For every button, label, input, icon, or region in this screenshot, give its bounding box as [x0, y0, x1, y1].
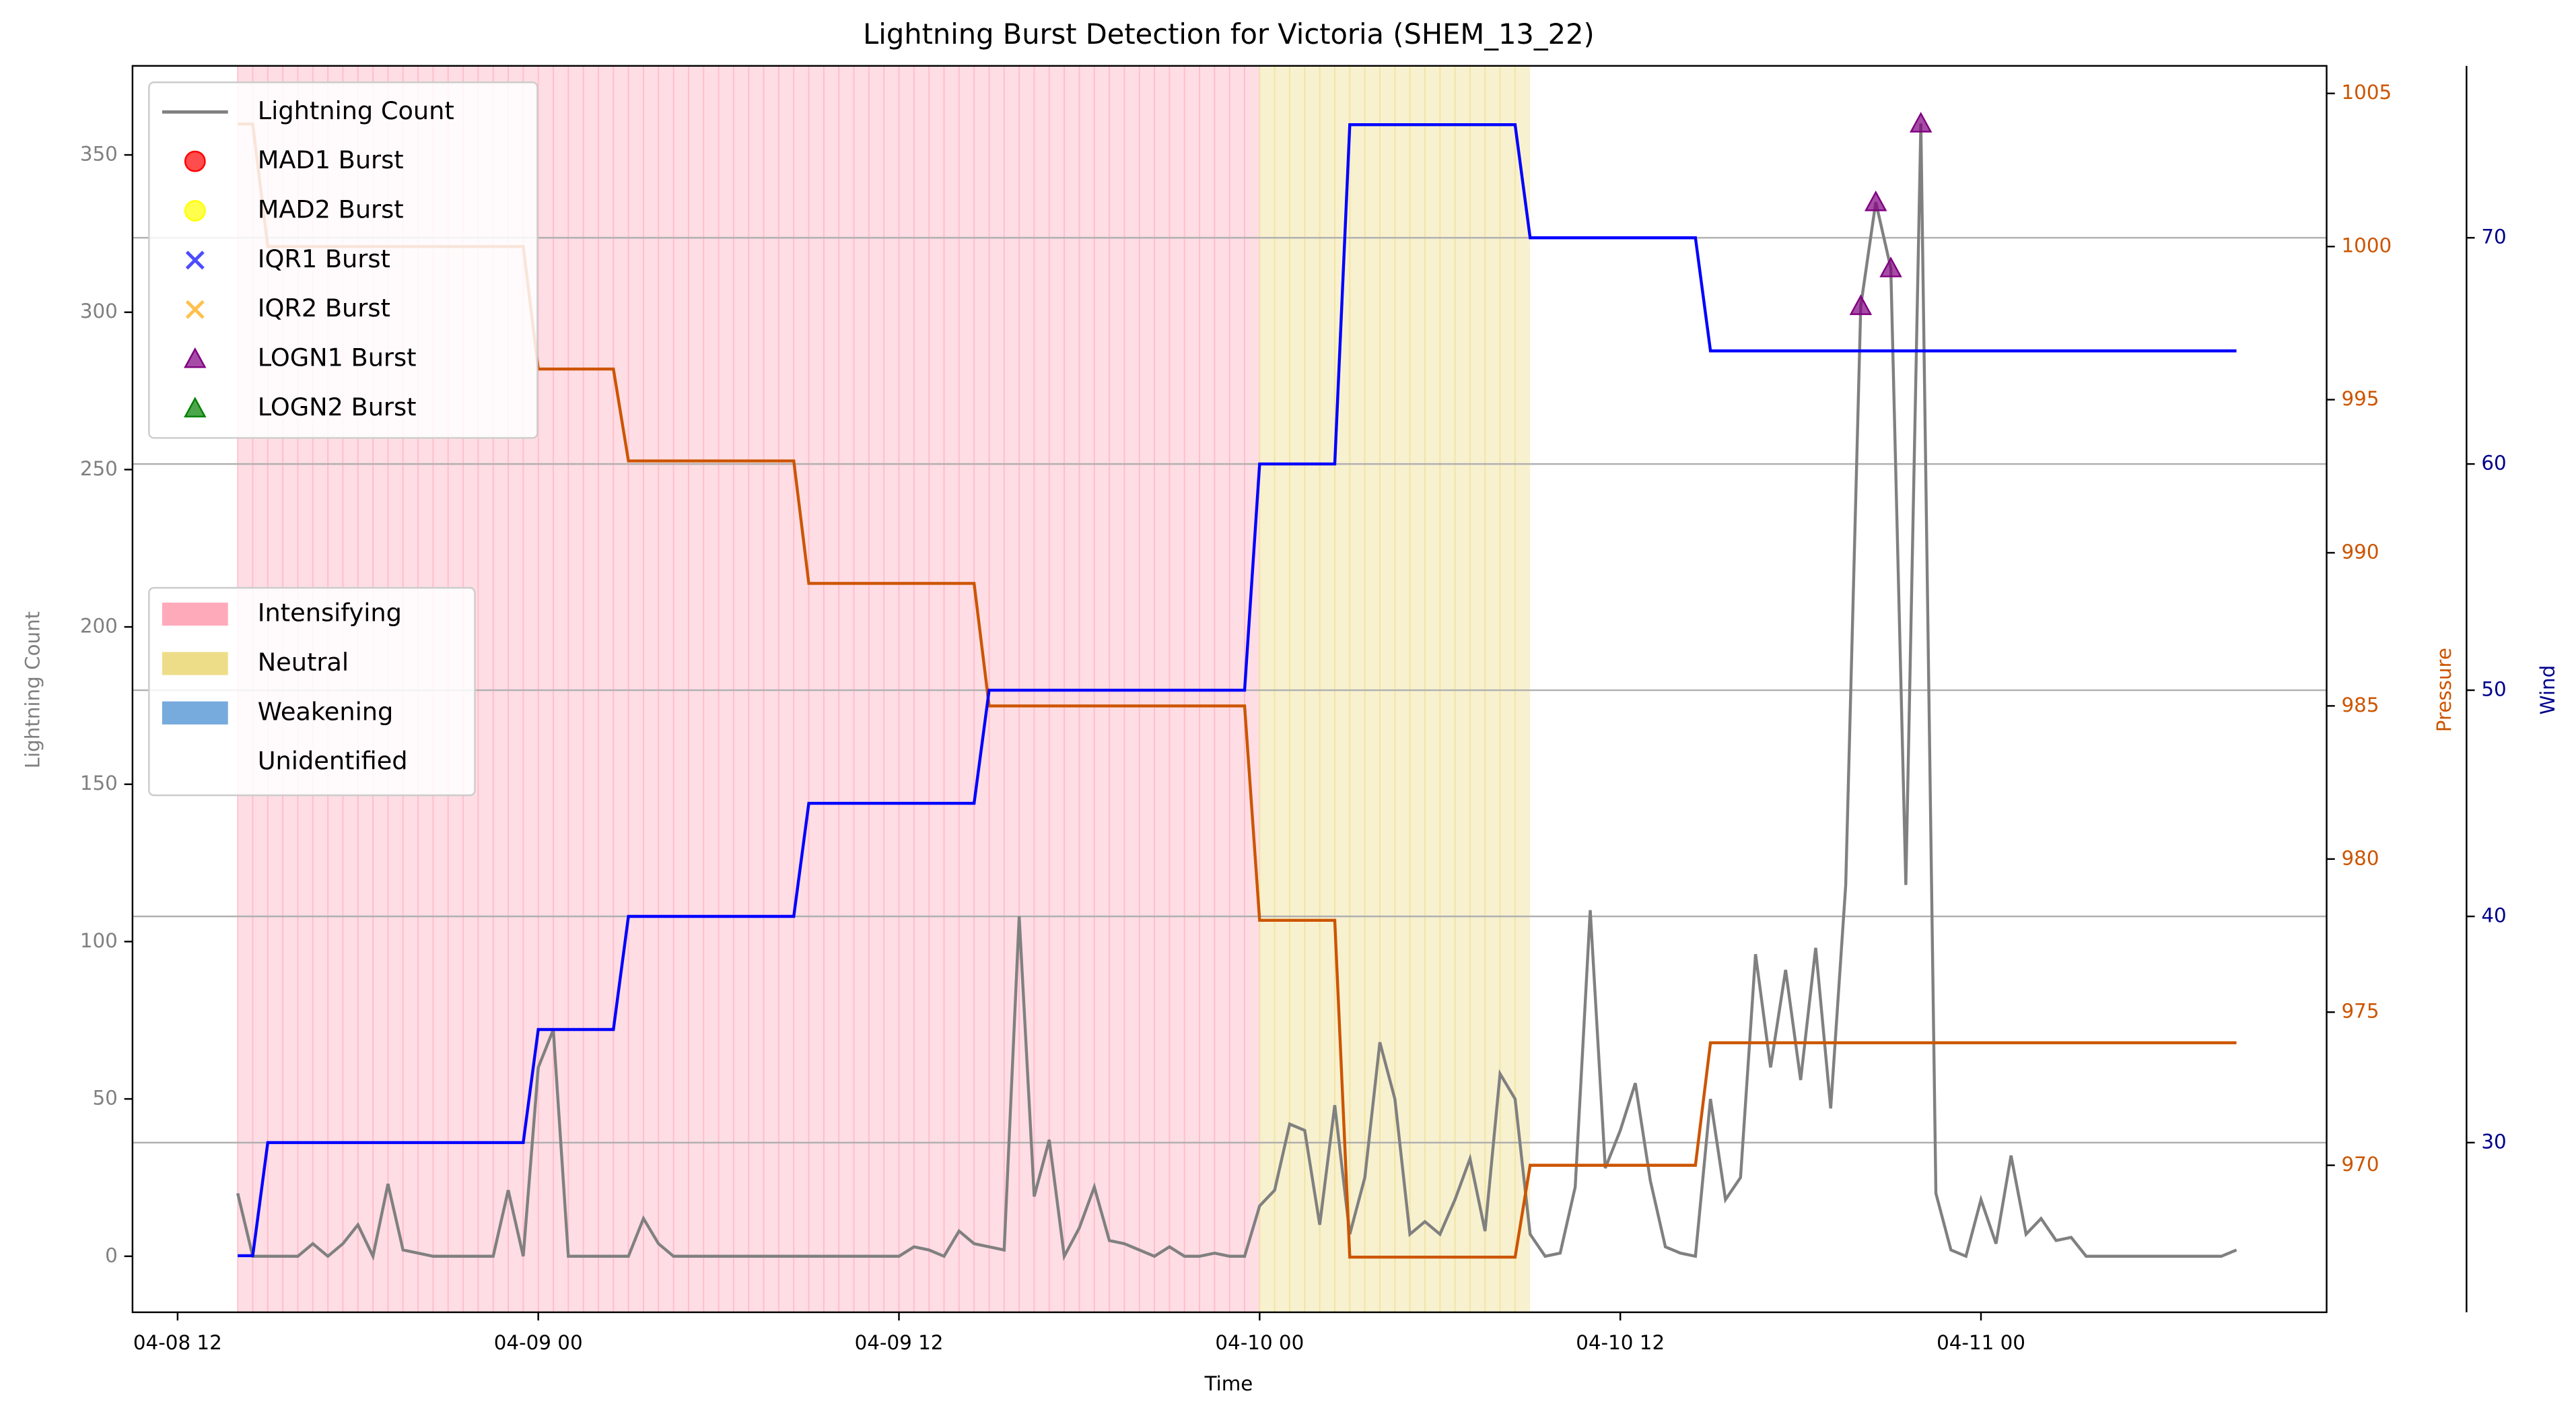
y3-tick-label: 70 [2481, 226, 2506, 248]
legend-swatch [162, 652, 228, 675]
legend-label: Intensifying [258, 599, 402, 628]
y-tick-label: 200 [80, 615, 118, 638]
y2-tick-label: 1005 [2342, 81, 2392, 104]
legend-label: Lightning Count [258, 96, 454, 125]
x-tick-label: 04-11 00 [1937, 1331, 2025, 1354]
series-line [238, 123, 2237, 1258]
y2-tick-label: 1000 [2342, 234, 2392, 257]
burst-marker [1879, 257, 1902, 277]
series-line [238, 123, 2237, 1259]
burst-marker [1849, 294, 1873, 315]
y3-tick-label: 40 [2481, 904, 2506, 927]
y2-tick-label: 970 [2342, 1153, 2379, 1176]
burst-marker [1909, 112, 1933, 133]
y-tick-label: 150 [80, 772, 118, 795]
legend-label: LOGN2 Burst [258, 393, 417, 422]
legend-label: IQR2 Burst [258, 294, 390, 323]
legend-label: Unidentified [258, 747, 408, 776]
legend-label: LOGN1 Burst [258, 343, 417, 372]
legend-marker [185, 250, 205, 270]
legend-label: MAD1 Burst [258, 145, 404, 174]
y-tick-label: 100 [80, 929, 118, 952]
y2-tick-label: 990 [2342, 540, 2379, 563]
legend-box [148, 81, 538, 439]
y3-axis-label: Wind [2536, 665, 2559, 715]
legend-marker [184, 397, 207, 417]
y2-tick-label: 980 [2342, 846, 2379, 869]
legend-marker [184, 200, 206, 222]
x-tick-label: 04-09 12 [855, 1331, 944, 1354]
y-tick-label: 350 [80, 143, 118, 166]
legend-label: Weakening [258, 697, 394, 726]
x-tick-label: 04-10 00 [1215, 1331, 1304, 1354]
legend-label: Neutral [258, 648, 349, 677]
y2-tick-label: 985 [2342, 694, 2379, 716]
y2-tick-label: 975 [2342, 1000, 2379, 1023]
legend-label: IQR1 Burst [258, 244, 390, 273]
legend-label: MAD2 Burst [258, 195, 404, 224]
burst-marker [1865, 190, 1887, 211]
legend-swatch [162, 751, 228, 774]
y-tick-label: 300 [80, 300, 118, 323]
legend-marker [185, 300, 205, 319]
y3-tick-label: 60 [2481, 452, 2506, 475]
legend-swatch [162, 701, 228, 724]
series-line [236, 123, 2237, 1261]
chart-title: Lightning Burst Detection for Victoria (… [863, 18, 1595, 50]
x-tick-label: 04-10 12 [1576, 1331, 1665, 1354]
y3-tick-label: 30 [2481, 1130, 2506, 1153]
y-axis-label: Lightning Count [22, 611, 44, 769]
y-tick-label: 0 [105, 1244, 118, 1267]
x-axis-label: Time [1204, 1372, 1253, 1395]
legend-marker [184, 347, 207, 368]
legend-marker [184, 150, 206, 172]
y-tick-label: 250 [80, 457, 118, 480]
x-tick-label: 04-08 12 [133, 1331, 222, 1354]
y3-tick-label: 50 [2481, 678, 2506, 701]
y-tick-label: 50 [93, 1087, 118, 1110]
x-tick-label: 04-09 00 [494, 1331, 583, 1354]
y2-tick-label: 995 [2342, 387, 2379, 410]
y2-axis-label: Pressure [2433, 648, 2456, 732]
legend-swatch [162, 602, 228, 626]
legend-box [148, 586, 476, 797]
plot-frame [131, 65, 2328, 1314]
